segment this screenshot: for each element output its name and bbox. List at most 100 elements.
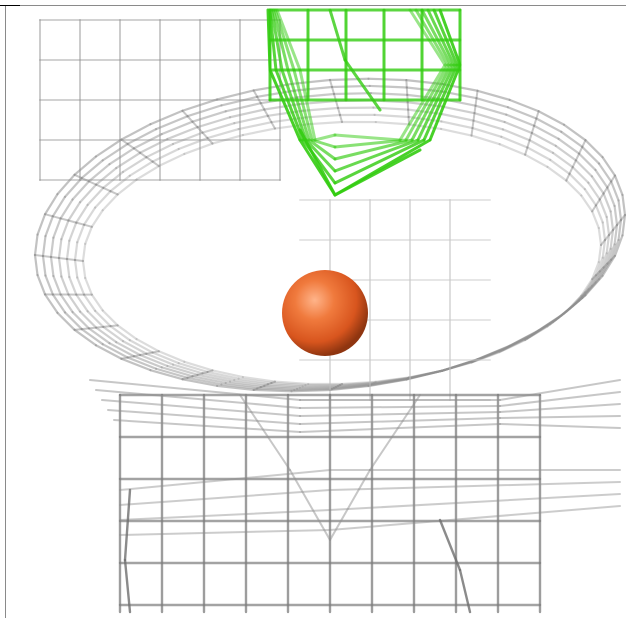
mesh-edge: [73, 258, 79, 279]
mesh-edge: [591, 274, 597, 281]
mesh-edge: [65, 239, 71, 261]
mesh-edge: [537, 110, 566, 126]
mesh-edge: [206, 369, 214, 373]
mesh-edge: [609, 228, 615, 250]
mesh-edge: [256, 387, 296, 392]
mesh-edge: [65, 257, 71, 279]
mesh-edge: [440, 127, 473, 137]
mesh-edge: [41, 254, 47, 277]
mesh-edge: [524, 337, 529, 341]
mesh-edge: [374, 120, 411, 126]
mesh-edge: [252, 89, 259, 98]
mesh-edge: [605, 233, 611, 255]
mesh-edge: [56, 311, 76, 331]
mesh-edge: [574, 152, 581, 162]
mesh-edge: [60, 275, 70, 296]
mesh-edge: [307, 138, 337, 161]
mesh-edge: [44, 274, 54, 296]
mesh-edge: [145, 142, 175, 159]
mesh-edge: [201, 122, 236, 134]
mesh-edge: [132, 354, 142, 358]
mesh-edge: [132, 133, 163, 150]
mesh-edge: [233, 114, 269, 125]
mesh-edge: [339, 383, 343, 386]
mesh-edge: [34, 254, 44, 257]
mesh-edge: [132, 147, 142, 154]
mesh-edge: [560, 130, 584, 149]
mesh-edge: [183, 142, 214, 156]
mesh-edge: [343, 58, 382, 112]
mesh-edge: [128, 160, 154, 177]
corner-tick: [0, 5, 20, 6]
mesh-edge: [145, 156, 154, 163]
mesh-edge: [126, 355, 135, 359]
mesh-edge: [90, 293, 104, 312]
mesh-edge: [601, 221, 607, 242]
mesh-edge: [102, 325, 112, 328]
mesh-edge: [191, 110, 227, 123]
mesh-edge: [177, 362, 209, 374]
mesh-edge: [606, 180, 613, 189]
mesh-edge: [458, 568, 472, 614]
orange-sphere[interactable]: [282, 270, 368, 356]
mesh-edge: [612, 224, 618, 231]
mesh-edge: [335, 100, 339, 109]
mesh-edge: [597, 162, 613, 183]
mesh-edge: [328, 77, 370, 82]
mesh-edge: [613, 234, 624, 257]
mesh-edge: [121, 156, 148, 174]
mesh-edge: [617, 218, 623, 241]
mesh-edge: [51, 195, 67, 218]
mesh-edge: [119, 489, 331, 506]
mesh-edge: [224, 102, 262, 113]
mesh-edge: [440, 360, 475, 372]
mesh-edge: [57, 256, 63, 278]
mesh-edge: [293, 387, 334, 392]
mesh-edge: [404, 63, 450, 142]
mesh-edge: [270, 380, 276, 384]
mesh-edge: [228, 380, 266, 387]
mesh-edge: [499, 415, 621, 419]
mesh-edge: [95, 325, 105, 329]
mesh-edge: [600, 239, 606, 246]
mesh-edge: [80, 327, 90, 331]
mesh-edge: [151, 147, 180, 163]
mesh-edge: [440, 361, 473, 373]
mesh-edge: [74, 259, 84, 262]
mesh-edge: [440, 360, 474, 372]
mesh-edge: [263, 108, 269, 117]
mesh-edge: [224, 381, 262, 389]
mesh-edge: [171, 131, 204, 146]
mesh-edge: [533, 124, 560, 140]
mesh-edge: [472, 119, 505, 131]
mesh-edge: [139, 352, 148, 357]
mesh-edge: [101, 142, 129, 162]
mesh-edge: [286, 68, 311, 142]
mesh-edge: [581, 145, 601, 165]
mesh-edge: [407, 369, 443, 379]
mesh-edge: [606, 243, 616, 265]
mesh-edge: [295, 92, 336, 99]
mesh-edge: [587, 181, 601, 201]
mesh-edge: [594, 168, 609, 189]
mesh-edge: [338, 381, 376, 387]
mesh-edge: [369, 92, 409, 96]
mesh-edge: [266, 383, 304, 388]
mesh-edge: [67, 293, 82, 313]
green-wireframe-mesh: [266, 8, 462, 197]
mesh-edge: [120, 357, 152, 372]
mesh-edge: [87, 327, 111, 345]
mesh-edge: [613, 204, 619, 227]
mesh-edge: [51, 215, 62, 220]
mesh-edge: [154, 367, 189, 379]
mesh-edge: [157, 152, 186, 168]
mesh-edge: [81, 242, 87, 263]
mesh-edge: [95, 166, 118, 186]
viewport-border-left: [5, 5, 6, 618]
mesh-edge: [87, 163, 111, 183]
mesh-edge: [119, 509, 331, 521]
mesh-edge: [473, 112, 506, 124]
mesh-edge: [428, 63, 462, 142]
mesh-edge: [220, 383, 259, 390]
